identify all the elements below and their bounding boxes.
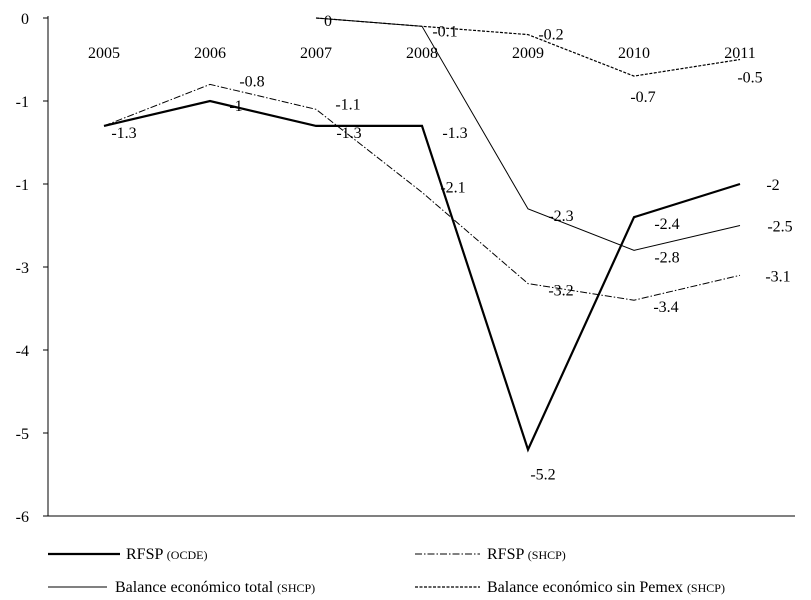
data-label: -2.1 (440, 179, 465, 196)
data-label: -1.3 (336, 125, 361, 142)
x-tick-label: 2006 (194, 45, 226, 62)
legend: RFSP (OCDE) RFSP (SHCP) Balance económico … (48, 546, 725, 596)
data-label: -3.4 (653, 299, 678, 316)
data-label: -2 (766, 177, 779, 194)
data-label: -1 (229, 98, 242, 115)
legend-label: Balance económico total (SHCP) (115, 579, 315, 596)
data-label: -3.2 (548, 283, 573, 300)
y-tick-labels: 0 -1 -1 -3 -4 -5 -6 (16, 11, 29, 526)
data-label: -1.3 (111, 125, 136, 142)
series-line-4 (315, 17, 741, 77)
data-label: -2.5 (767, 219, 792, 236)
data-label: -0.8 (239, 73, 264, 90)
series-line-1 (103, 99, 741, 453)
legend-item: RFSP (SHCP) (415, 546, 566, 563)
legend-label: Balance económico sin Pemex (SHCP) (487, 579, 725, 596)
data-label: -0.1 (432, 23, 457, 40)
data-label: -1.3 (442, 125, 467, 142)
legend-item: RFSP (OCDE) (48, 546, 207, 563)
legend-label: RFSP (OCDE) (126, 546, 207, 563)
data-label: -3.1 (765, 268, 790, 285)
x-tick-label: 2005 (88, 45, 120, 62)
data-label: -1.1 (335, 96, 360, 113)
series-lines (103, 17, 741, 453)
x-tick-labels: 2005 2006 2007 2008 2009 2010 2011 (88, 45, 756, 62)
data-label: -2.4 (654, 216, 679, 233)
y-tick-label: -4 (16, 343, 29, 360)
data-label: -0.7 (630, 89, 655, 106)
data-label: -0.2 (538, 27, 563, 44)
y-tick-label: -6 (16, 509, 29, 526)
series-line-2 (103, 83, 741, 301)
data-label: -2.3 (548, 208, 573, 225)
x-tick-label: 2009 (512, 45, 544, 62)
y-tick-label: -1 (16, 177, 29, 194)
x-tick-label: 2011 (724, 45, 755, 62)
series-line-3 (315, 17, 741, 251)
y-tick-label: -1 (16, 94, 29, 111)
chart-axes (43, 16, 795, 517)
y-tick-label: -5 (16, 426, 29, 443)
x-tick-label: 2008 (406, 45, 438, 62)
x-tick-label: 2010 (618, 45, 650, 62)
y-tick-label: -3 (16, 260, 29, 277)
legend-label: RFSP (SHCP) (487, 546, 566, 563)
data-label: -0.5 (737, 70, 762, 87)
x-tick-label: 2007 (300, 45, 332, 62)
data-label: -2.8 (654, 249, 679, 266)
data-labels: -1.3 -1 -1.3 -1.3 -5.2 -2.4 -2 -0.8 -1.1 -2.1 -3.2… (111, 13, 792, 484)
data-label: 0 (324, 13, 332, 30)
y-tick-label: 0 (21, 11, 29, 28)
legend-item: Balance económico sin Pemex (SHCP) (415, 579, 725, 596)
legend-item: Balance económico total (SHCP) (48, 579, 315, 596)
data-label: -5.2 (530, 467, 555, 484)
